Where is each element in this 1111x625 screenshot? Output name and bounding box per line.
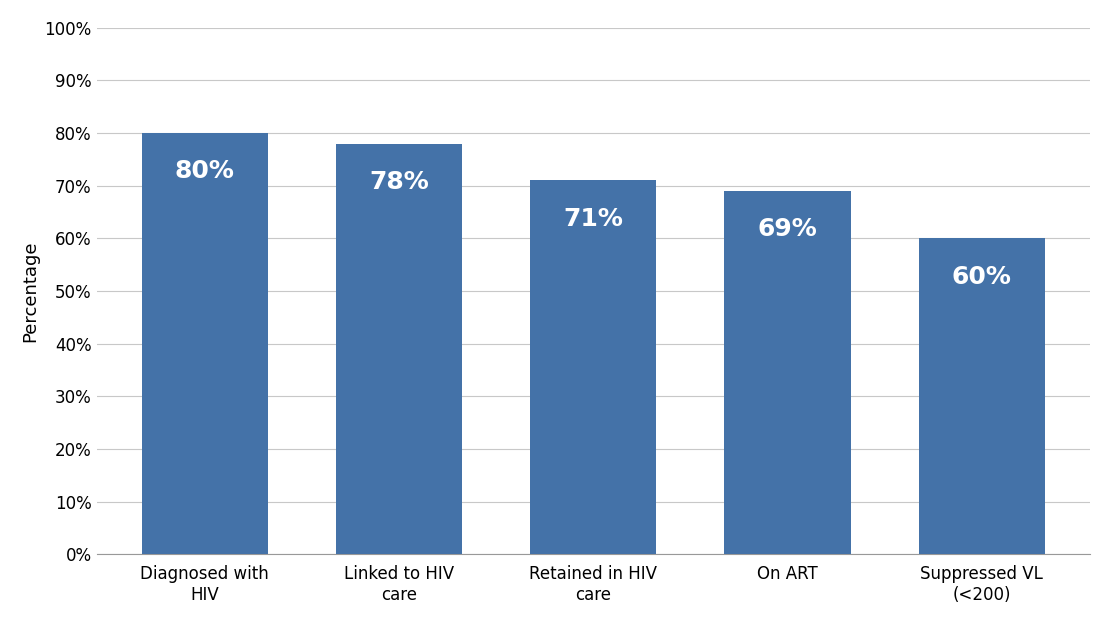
- Bar: [530, 181, 657, 554]
- Bar: [724, 191, 851, 554]
- Bar: [142, 133, 268, 554]
- Text: 71%: 71%: [563, 207, 623, 231]
- Text: 69%: 69%: [758, 217, 818, 241]
- Y-axis label: Percentage: Percentage: [21, 240, 39, 342]
- Text: 60%: 60%: [952, 265, 1012, 289]
- Text: 80%: 80%: [174, 159, 234, 184]
- Bar: [919, 238, 1045, 554]
- Text: 78%: 78%: [369, 170, 429, 194]
- Bar: [336, 144, 462, 554]
